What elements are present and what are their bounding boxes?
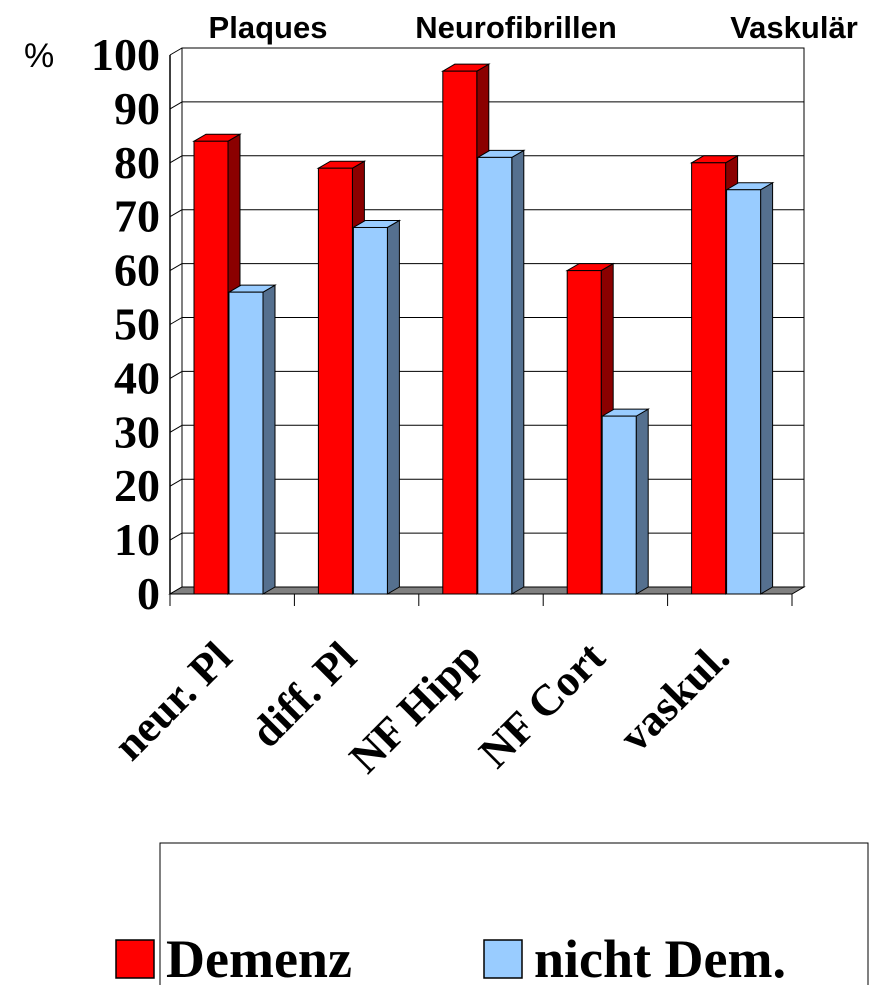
bar-front: [566, 270, 602, 595]
gridline-side: [169, 47, 183, 56]
bar-side: [262, 284, 276, 595]
bar-side: [511, 149, 525, 595]
bar-front: [601, 415, 637, 595]
gridline-side: [169, 370, 183, 379]
bar-side: [386, 219, 400, 595]
x-category-label: neur. Pl: [104, 632, 241, 769]
gridline-side: [169, 101, 183, 110]
y-tick-label: 100: [91, 29, 160, 80]
legend-swatch-nicht-dem: [483, 939, 523, 979]
bar-front: [228, 291, 264, 595]
axes: [169, 55, 793, 606]
y-unit-label: %: [24, 37, 54, 75]
y-tick-label: 40: [114, 352, 160, 403]
y-tick-label: 20: [114, 460, 160, 511]
gridline-side: [169, 155, 183, 164]
group-header-label: Plaques: [209, 10, 328, 45]
y-tick-label: 0: [137, 568, 160, 619]
y-tick-label: 90: [114, 83, 160, 134]
legend-label-demenz: Demenz: [166, 929, 352, 985]
x-category-label: NF Hipp: [340, 632, 490, 782]
y-tick-label: 10: [114, 514, 160, 565]
bar-front: [442, 70, 478, 595]
bar-side: [635, 408, 649, 595]
legend-swatch-demenz: [115, 939, 155, 979]
gridline-side: [169, 424, 183, 433]
bar-nicht-dem--0: [227, 284, 277, 595]
bar-nicht-dem--3: [600, 408, 651, 595]
bar-front: [477, 156, 513, 595]
bar-front: [317, 167, 353, 595]
legend-label-nicht-dem: nicht Dem.: [534, 929, 786, 985]
y-tick-label: 80: [114, 137, 160, 188]
gridline-side: [169, 532, 183, 541]
bar-front: [726, 189, 762, 595]
group-header-label: Vaskulär: [730, 10, 858, 45]
x-category-label: vaskul.: [610, 632, 739, 761]
bar-nicht-dem--4: [724, 181, 775, 595]
bar-side: [760, 181, 774, 595]
y-tick-label: 30: [114, 406, 160, 457]
bar-front: [193, 140, 229, 595]
group-header-label: Neurofibrillen: [415, 10, 617, 45]
y-tick-label: 60: [114, 245, 160, 296]
group-headers: Plaques Neurofibrillen Vaskulär: [209, 10, 858, 45]
gridline-side: [169, 478, 183, 487]
y-tick-label: 50: [114, 299, 160, 350]
gridline-side: [169, 317, 183, 325]
bar-front: [691, 162, 727, 595]
bars: [192, 63, 775, 595]
x-category-label: diff. Pl: [241, 632, 366, 757]
bar-nicht-dem--2: [475, 149, 526, 595]
bar-nicht-dem--1: [351, 219, 402, 595]
legend: Demenz nicht Dem.: [115, 842, 869, 985]
bar-front: [352, 226, 388, 595]
gridline-side: [169, 209, 183, 218]
y-tick-label: 70: [114, 191, 160, 242]
x-category-label: NF Cort: [470, 632, 615, 777]
gridline-side: [169, 263, 183, 272]
